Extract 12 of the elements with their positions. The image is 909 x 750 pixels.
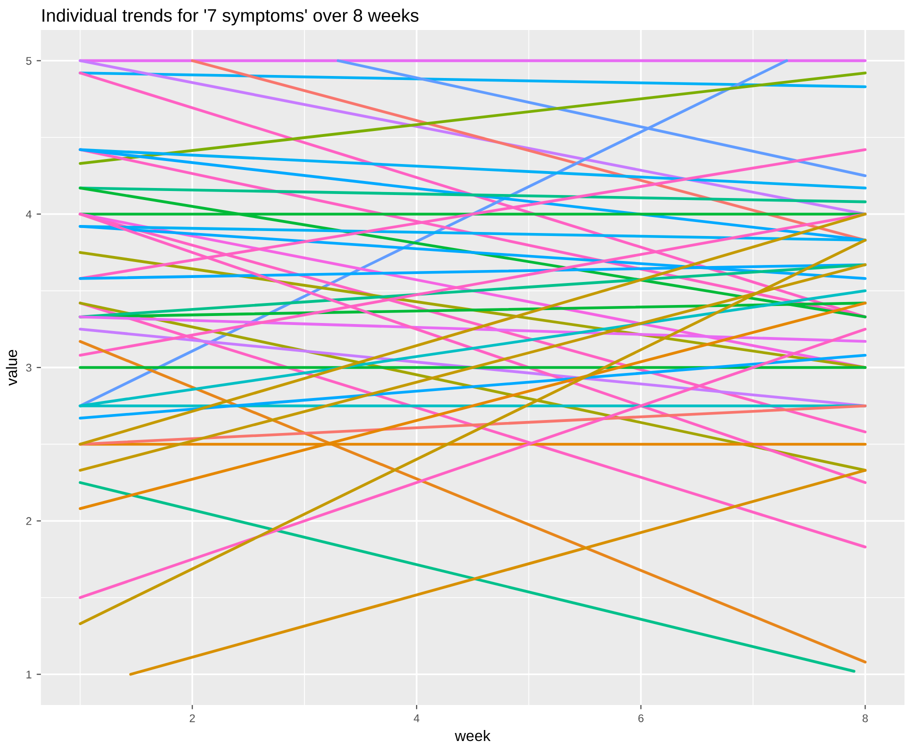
y-axis-title: value — [6, 350, 18, 386]
x-tick-label: 6 — [638, 714, 644, 722]
y-tick-label: 2 — [26, 517, 32, 525]
x-tick-label: 2 — [190, 714, 195, 722]
y-tick-label: 1 — [26, 670, 32, 678]
chart-title: Individual trends for '7 symptoms' over 8 weeks — [42, 8, 418, 26]
y-tick-label: 4 — [26, 210, 32, 218]
x-tick-label: 4 — [414, 714, 420, 722]
x-tick-label: 8 — [862, 714, 868, 722]
y-tick-label: 3 — [26, 364, 32, 372]
y-tick-label: 5 — [26, 57, 32, 65]
x-axis-title: week — [454, 730, 491, 742]
